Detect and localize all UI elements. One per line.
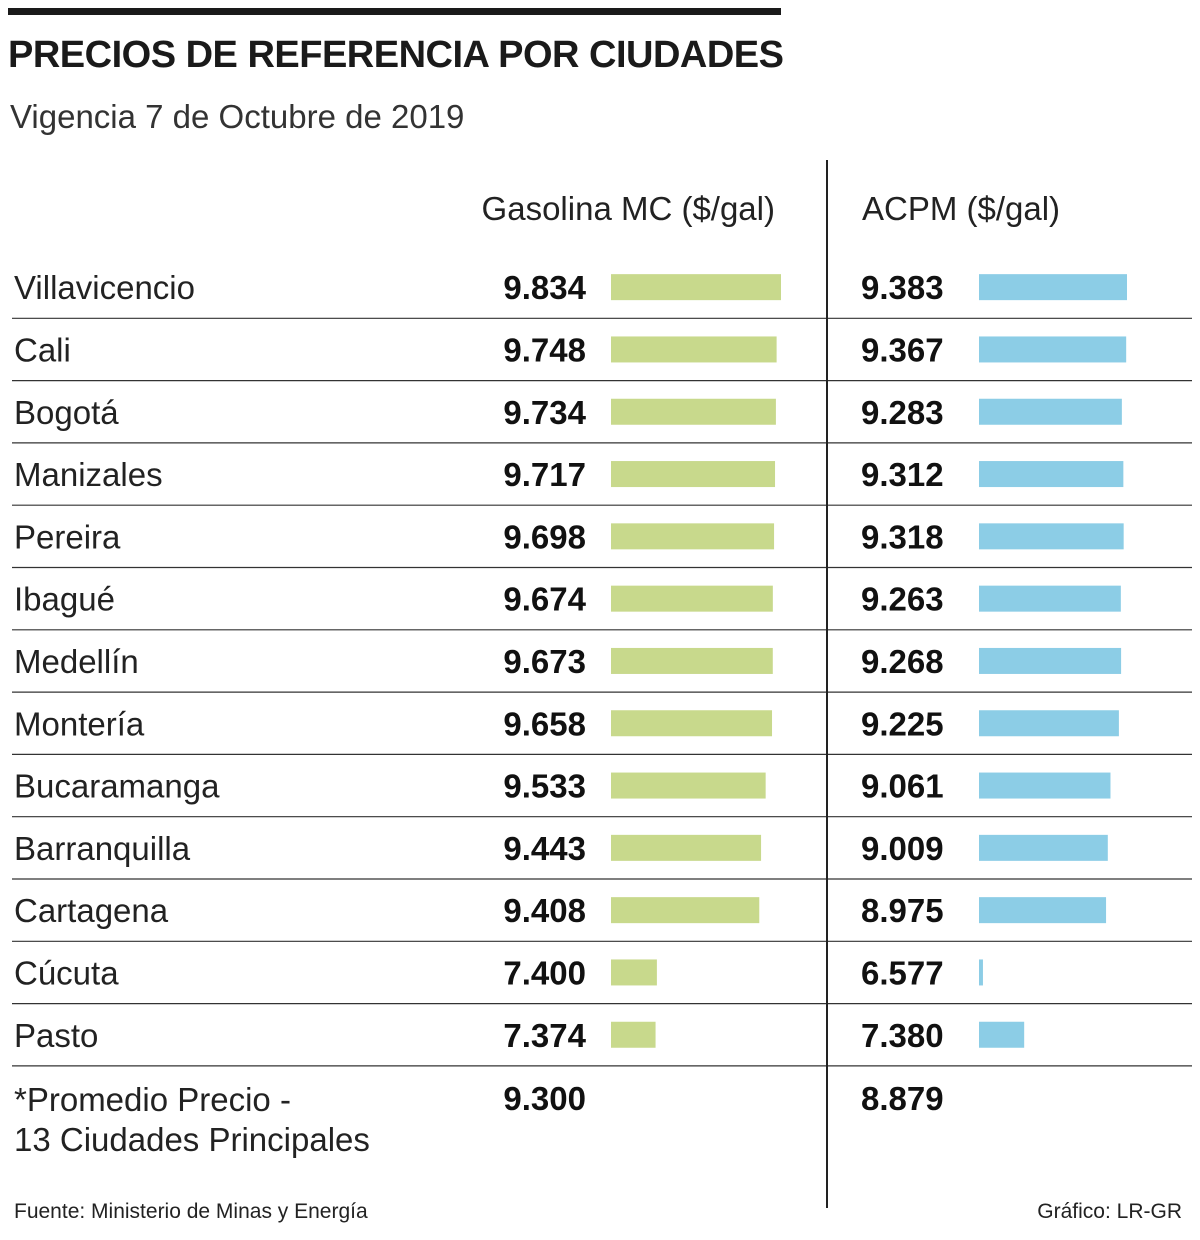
acpm-value-label: 9.263	[861, 581, 944, 618]
gasoline-bar	[611, 647, 773, 674]
city-label: Montería	[14, 705, 145, 742]
gasoline-value-label: 9.533	[503, 768, 586, 805]
city-label: Pereira	[14, 518, 121, 555]
gasoline-bar	[611, 710, 773, 737]
acpm-value-label: 9.225	[861, 705, 944, 742]
acpm-bar	[979, 1021, 1025, 1048]
column-divider	[826, 160, 828, 1208]
acpm-value-label: 9.383	[861, 269, 944, 306]
acpm-value-label: 9.009	[861, 830, 944, 867]
city-label: Cartagena	[14, 892, 169, 929]
gasoline-bar	[611, 336, 777, 363]
average-acpm-value: 8.879	[861, 1080, 944, 1117]
chart-title: PRECIOS DE REFERENCIA POR CIUDADES	[8, 34, 784, 76]
gasoline-value-label: 7.400	[503, 954, 586, 991]
gasoline-bar	[611, 523, 775, 550]
city-label: Cali	[14, 331, 71, 368]
city-label: Barranquilla	[14, 830, 191, 867]
city-label: Bucaramanga	[14, 768, 220, 805]
gasoline-value-label: 9.443	[503, 830, 586, 867]
gasoline-bar	[611, 585, 773, 612]
gasoline-bar	[611, 461, 776, 488]
city-label: Ibagué	[14, 581, 115, 618]
acpm-value-label: 9.283	[861, 394, 944, 431]
gasoline-value-label: 9.658	[503, 705, 586, 742]
gasoline-value-label: 9.673	[503, 643, 586, 680]
gasoline-value-label: 9.748	[503, 331, 586, 368]
gasoline-value-label: 9.717	[503, 456, 586, 493]
acpm-value-label: 7.380	[861, 1017, 944, 1054]
acpm-value-label: 9.318	[861, 518, 944, 555]
acpm-value-label: 9.312	[861, 456, 944, 493]
city-label: Manizales	[14, 456, 163, 493]
gasoline-bar	[611, 1021, 656, 1048]
gasoline-bar	[611, 959, 657, 986]
average-label-line2: 13 Ciudades Principales	[14, 1121, 370, 1158]
city-label: Pasto	[14, 1017, 98, 1054]
gasoline-bar	[611, 398, 776, 425]
gasoline-bar	[611, 834, 762, 861]
acpm-bar	[979, 336, 1127, 363]
acpm-value-label: 9.268	[861, 643, 944, 680]
city-label: Bogotá	[14, 394, 119, 431]
gasoline-value-label: 9.698	[503, 518, 586, 555]
acpm-bar	[979, 523, 1124, 550]
acpm-value-label: 9.367	[861, 331, 944, 368]
acpm-value-label: 9.061	[861, 768, 944, 805]
gasoline-bar	[611, 274, 781, 301]
acpm-bar	[979, 274, 1127, 301]
acpm-bar	[979, 398, 1122, 425]
average-gasoline-value: 9.300	[503, 1080, 586, 1117]
city-label: Medellín	[14, 643, 139, 680]
average-label-line1: *Promedio Precio -	[14, 1081, 291, 1118]
gasoline-value-label: 7.374	[503, 1017, 586, 1054]
city-label: Villavicencio	[14, 269, 195, 306]
gasoline-bar	[611, 897, 760, 924]
gasoline-value-label: 9.674	[503, 581, 586, 618]
graphic-credit: Gráfico: LR-GR	[1037, 1200, 1182, 1223]
acpm-bar	[979, 959, 983, 986]
acpm-bar	[979, 897, 1107, 924]
acpm-bar	[979, 585, 1121, 612]
gasoline-bar	[611, 772, 766, 799]
column-header-acpm: ACPM ($/gal)	[862, 190, 1061, 227]
top-rule	[8, 8, 781, 15]
gasoline-value-label: 9.834	[503, 269, 586, 306]
acpm-bar	[979, 461, 1124, 488]
average-label: *Promedio Precio - 13 Ciudades Principal…	[14, 1080, 370, 1160]
acpm-bar	[979, 710, 1119, 737]
acpm-value-label: 8.975	[861, 892, 944, 929]
acpm-bar	[979, 772, 1111, 799]
chart-subtitle: Vigencia 7 de Octubre de 2019	[10, 98, 465, 135]
acpm-bar	[979, 647, 1122, 674]
acpm-bar	[979, 834, 1108, 861]
city-label: Cúcuta	[14, 954, 119, 991]
source-note: Fuente: Ministerio de Minas y Energía	[14, 1200, 368, 1223]
gasoline-value-label: 9.734	[503, 394, 586, 431]
column-header-gasoline: Gasolina MC ($/gal)	[481, 190, 775, 227]
gasoline-value-label: 9.408	[503, 892, 586, 929]
acpm-value-label: 6.577	[861, 954, 944, 991]
